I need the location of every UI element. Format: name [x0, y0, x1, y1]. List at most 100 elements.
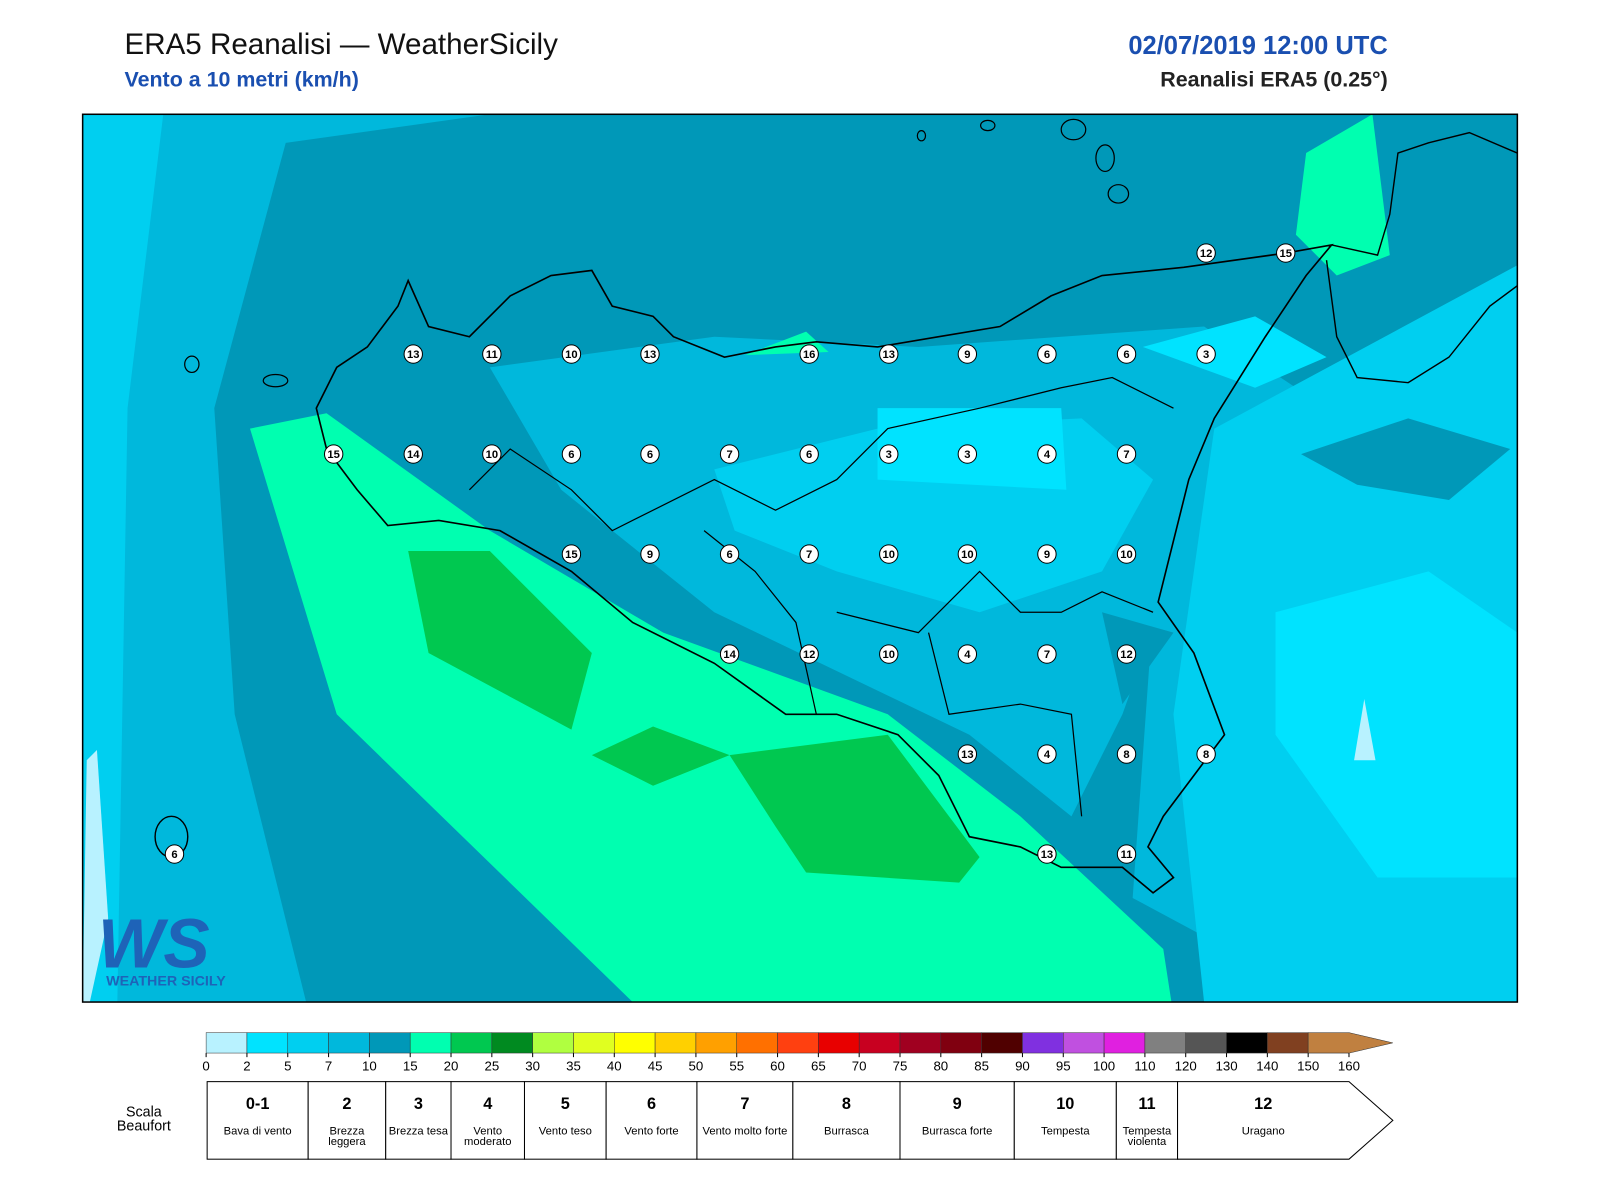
station-value: 15 — [1279, 248, 1291, 260]
stations: 12 15 13 11 10 13 16 13 9 6 6 3 15 14 10 6 6 7 6 3 3 4 7 15 9 6 7 1… — [164, 243, 1296, 864]
colorbar-swatch — [1022, 1032, 1064, 1054]
station-value: 6 — [1044, 349, 1050, 361]
colorbar-swatch — [532, 1032, 574, 1054]
island — [184, 355, 200, 374]
beaufort-description: Bava di vento — [223, 1126, 292, 1138]
colorbar-tick-label: 30 — [525, 1058, 540, 1073]
field — [82, 114, 164, 1003]
station-value: 4 — [964, 649, 971, 661]
colorbar-tick-label: 50 — [689, 1058, 704, 1073]
station-value: 13 — [644, 349, 656, 361]
beaufort-desc-box: Vento molto forte — [702, 1127, 787, 1138]
beaufort-force: 12 — [1254, 1095, 1272, 1113]
subtitle: Vento a 10 metri (km/h) — [124, 68, 358, 92]
beaufort-box — [307, 1081, 387, 1160]
station-marker — [1037, 744, 1057, 764]
beaufort-box — [792, 1081, 901, 1160]
coastline — [1331, 131, 1518, 256]
island — [1095, 144, 1115, 173]
station-marker — [561, 444, 582, 464]
colorbar-tick-label: 7 — [325, 1058, 332, 1073]
colorbar-tick-label: 90 — [1015, 1058, 1030, 1073]
colorbar-swatch — [287, 1032, 329, 1054]
station-marker — [1116, 644, 1137, 664]
station-value: 13 — [883, 349, 895, 361]
title: ERA5 Reanalisi — WeatherSicily — [124, 28, 558, 61]
station-value: 10 — [565, 349, 577, 361]
station-marker — [1116, 844, 1137, 864]
colorbar-tick-label: 5 — [284, 1058, 291, 1073]
station-marker — [1116, 544, 1137, 564]
station-marker — [482, 444, 502, 464]
station-value: 7 — [726, 449, 732, 461]
colorbar-swatch — [409, 1032, 452, 1054]
wind-field: 12 15 13 11 10 13 16 13 9 6 6 3 15 14 10 6 6 7 6 3 3 4 7 15 9 6 7 1… — [82, 114, 1518, 1003]
beaufort-desc-box: Brezza leggera — [328, 1127, 365, 1148]
station-marker — [403, 344, 423, 364]
colorbar-swatch — [899, 1032, 942, 1054]
field — [1142, 316, 1327, 388]
field — [1275, 571, 1518, 878]
beaufort-description: Vento moderato — [464, 1126, 512, 1148]
station-marker — [879, 444, 899, 464]
colorbar-swatch — [573, 1032, 615, 1054]
beaufort-description: Vento forte — [624, 1126, 679, 1138]
colorbar-swatch — [369, 1032, 411, 1054]
colorbar-swatch — [614, 1032, 656, 1054]
colorbar-tick-label: 60 — [770, 1058, 785, 1073]
beaufort-force: 5 — [561, 1095, 570, 1113]
colorbar-swatch — [695, 1032, 737, 1054]
station-marker — [957, 644, 978, 664]
beaufort-desc-box: Tempesta — [1040, 1126, 1090, 1138]
colorbar-tick-label: 20 — [444, 1058, 459, 1073]
beaufort-force: 8 — [842, 1095, 851, 1113]
station-value: 3 — [964, 449, 970, 461]
coastline — [1325, 260, 1518, 384]
station-value: 14 — [723, 649, 736, 661]
station-marker — [1196, 243, 1216, 263]
colorbar-swatch — [858, 1032, 901, 1054]
colorbar-tick-label: 25 — [484, 1058, 499, 1073]
station-marker — [799, 344, 819, 364]
colorbar-swatch — [736, 1032, 778, 1054]
beaufort-box — [605, 1081, 698, 1160]
beaufort-desc-box: Burrasca forte — [922, 1127, 993, 1138]
colorbar-swatch — [450, 1032, 493, 1054]
colorbar-tick-label: 2 — [243, 1058, 250, 1073]
colorbar-swatch — [1226, 1032, 1268, 1054]
island — [916, 130, 927, 142]
beaufort-force: 6 — [647, 1095, 656, 1113]
colorbar-tick-label: 10 — [362, 1058, 377, 1073]
logo-caption: WEATHER SICILY — [106, 974, 226, 990]
beaufort-desc-box: Vento moderato — [464, 1126, 512, 1148]
beaufort-desc-box: Burrasca — [824, 1127, 869, 1138]
colorbar-swatch — [1307, 1032, 1393, 1054]
colorbar-tick-label: 80 — [933, 1058, 948, 1073]
colorbar-tick-label: 95 — [1056, 1058, 1071, 1073]
colorbar-swatch — [1103, 1032, 1146, 1054]
colorbar-tick-label: 140 — [1256, 1058, 1278, 1073]
station-value: 13 — [1041, 849, 1053, 861]
station-marker — [957, 744, 978, 764]
station-value: 11 — [486, 349, 498, 361]
beaufort-force: 9 — [953, 1095, 962, 1113]
station-value: 9 — [647, 549, 653, 561]
station-marker — [1037, 544, 1057, 564]
colorbar-tick-label: 150 — [1297, 1058, 1319, 1073]
island — [262, 373, 289, 388]
beaufort-desc-box: Brezza tesa — [389, 1127, 448, 1138]
station-value: 12 — [803, 649, 815, 661]
station-marker — [561, 544, 582, 564]
station-marker — [1037, 644, 1057, 664]
colorbar-swatch — [1063, 1032, 1105, 1054]
beaufort-description: Tempesta violenta — [1122, 1126, 1172, 1148]
station-value: 6 — [726, 549, 732, 561]
station-marker — [1116, 444, 1137, 464]
beaufort-box — [523, 1081, 607, 1160]
island — [1107, 184, 1130, 204]
station-marker — [1116, 344, 1137, 364]
station-marker — [957, 444, 978, 464]
beaufort-description: Tempesta — [1040, 1126, 1090, 1138]
colorbar-tick-label: 40 — [607, 1058, 622, 1073]
station-marker — [323, 444, 344, 464]
